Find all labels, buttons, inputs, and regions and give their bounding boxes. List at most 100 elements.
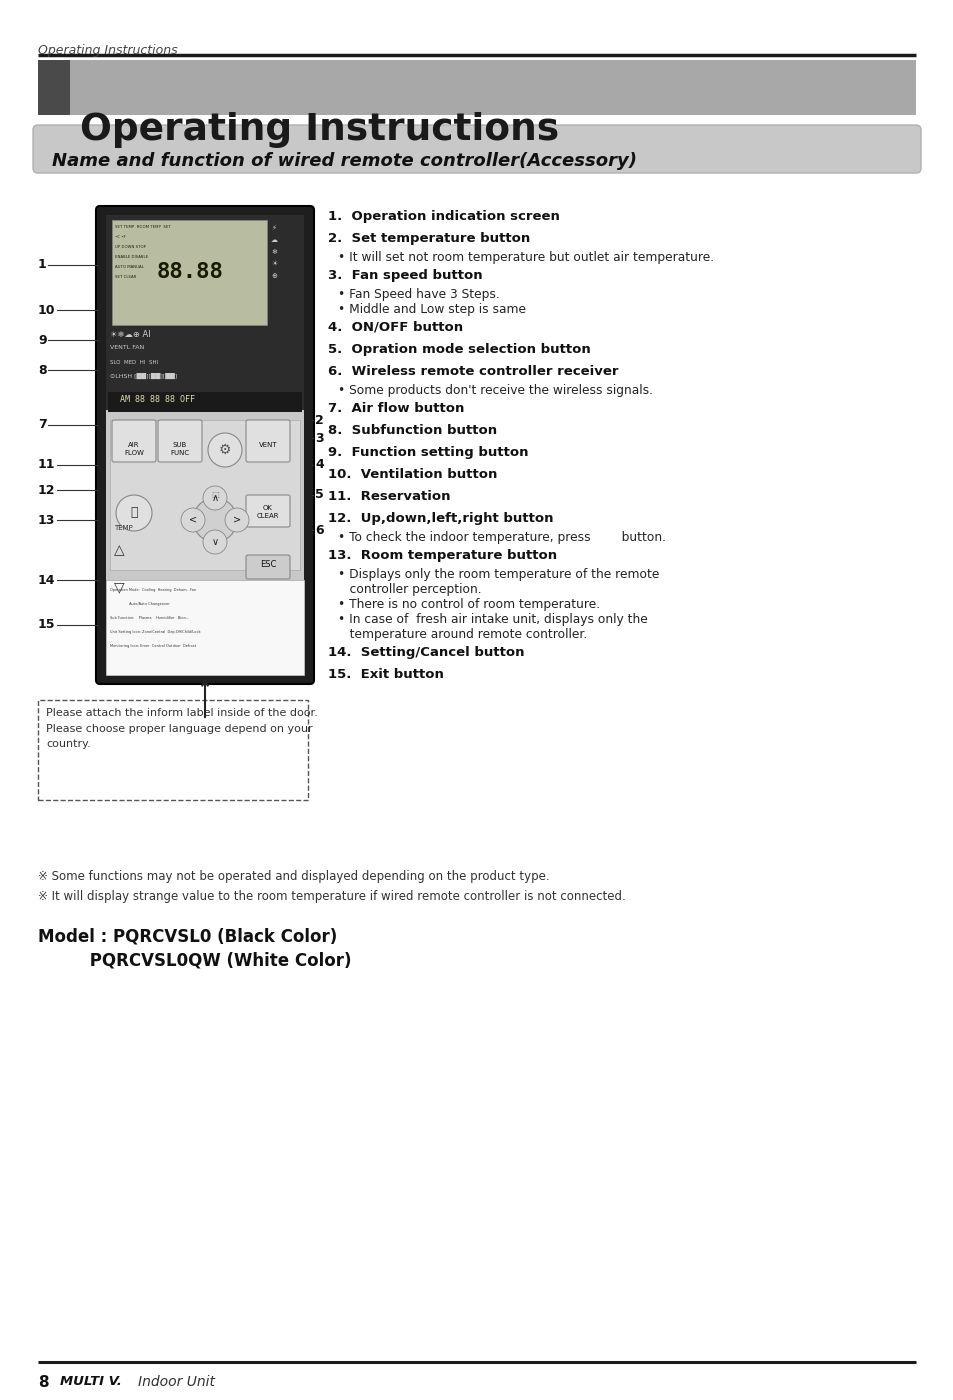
Text: AM 88 88 88 OFF: AM 88 88 88 OFF (120, 395, 194, 405)
Text: ∧: ∧ (212, 493, 218, 503)
Text: 14.  Setting/Cancel button: 14. Setting/Cancel button (328, 645, 524, 659)
Text: ∨: ∨ (212, 538, 218, 547)
Text: TEMP: TEMP (113, 525, 132, 531)
Text: 5: 5 (314, 489, 323, 501)
Text: SLO  MED  HI  SHI: SLO MED HI SHI (110, 360, 158, 365)
Text: 13: 13 (38, 514, 55, 526)
Text: 7: 7 (38, 419, 47, 431)
Text: Unit Setting Icon: Zone/Central  Dep.Off/Child/Lock: Unit Setting Icon: Zone/Central Dep.Off/… (110, 630, 200, 634)
Text: Monitoring Icon: Emer  Control Outdoor  Defrost: Monitoring Icon: Emer Control Outdoor De… (110, 644, 196, 648)
Text: ⏰: ⏰ (131, 507, 137, 519)
Text: 10: 10 (38, 304, 55, 316)
Text: 15.  Exit button: 15. Exit button (328, 668, 443, 680)
Text: temperature around remote controller.: temperature around remote controller. (337, 629, 587, 641)
Text: 2.  Set temperature button: 2. Set temperature button (328, 232, 530, 245)
Text: SET TEMP  ROOM TEMP  SET: SET TEMP ROOM TEMP SET (115, 225, 171, 230)
FancyBboxPatch shape (33, 125, 920, 174)
Text: 3.  Fan speed button: 3. Fan speed button (328, 269, 482, 281)
Text: ❄: ❄ (271, 249, 276, 255)
Text: 9.  Function setting button: 9. Function setting button (328, 447, 528, 459)
Text: 11.  Reservation: 11. Reservation (328, 490, 450, 503)
Text: 6.  Wireless remote controller receiver: 6. Wireless remote controller receiver (328, 365, 618, 378)
Text: SUB
FUNC: SUB FUNC (171, 442, 190, 456)
Text: ⚙: ⚙ (218, 442, 231, 456)
Text: 13.  Room temperature button: 13. Room temperature button (328, 549, 557, 561)
Circle shape (193, 498, 236, 542)
Text: Operating Instructions: Operating Instructions (38, 43, 177, 57)
FancyBboxPatch shape (158, 420, 202, 462)
FancyBboxPatch shape (112, 420, 156, 462)
FancyBboxPatch shape (246, 554, 290, 580)
Circle shape (208, 433, 242, 468)
Bar (38, 60, 70, 115)
Text: • To check the indoor temperature, press        button.: • To check the indoor temperature, press… (337, 531, 665, 545)
Circle shape (181, 508, 205, 532)
Text: ▽: ▽ (113, 580, 125, 594)
Text: AIR
FLOW: AIR FLOW (124, 442, 144, 456)
Text: 12.  Up,down,left,right button: 12. Up,down,left,right button (328, 512, 553, 525)
Text: 15: 15 (38, 619, 55, 631)
Text: VENTL FAN: VENTL FAN (110, 344, 144, 350)
Circle shape (116, 496, 152, 531)
Text: 6: 6 (314, 524, 323, 536)
Text: △: △ (113, 543, 125, 557)
Text: Auto/Auto Changeover: Auto/Auto Changeover (110, 602, 170, 606)
Text: 11: 11 (38, 459, 55, 472)
Text: 9: 9 (38, 333, 47, 347)
Text: Model : PQRCVSL0 (Black Color): Model : PQRCVSL0 (Black Color) (38, 928, 337, 946)
Text: 3: 3 (314, 431, 323, 445)
Text: 1.  Operation indication screen: 1. Operation indication screen (328, 210, 559, 223)
Text: MULTI V.: MULTI V. (60, 1375, 122, 1387)
Text: • There is no control of room temperature.: • There is no control of room temperatur… (337, 598, 599, 610)
Circle shape (203, 486, 227, 510)
Text: • Some products don't receive the wireless signals.: • Some products don't receive the wirele… (337, 384, 652, 398)
Text: Name and function of wired remote controller(Accessory): Name and function of wired remote contro… (52, 153, 637, 169)
Text: ☀: ☀ (271, 260, 277, 267)
Bar (108, 392, 302, 412)
FancyBboxPatch shape (246, 496, 290, 526)
Bar (106, 410, 304, 580)
Text: 14: 14 (38, 574, 55, 587)
Text: ⬚: ⬚ (211, 490, 218, 498)
Text: 5.  Opration mode selection button: 5. Opration mode selection button (328, 343, 590, 356)
Text: Operation Mode:  Cooling  Heating  Dehum.  Fan: Operation Mode: Cooling Heating Dehum. F… (110, 588, 195, 592)
Text: • Fan Speed have 3 Steps.: • Fan Speed have 3 Steps. (337, 288, 499, 301)
Text: 8: 8 (38, 1375, 49, 1390)
Bar (106, 580, 304, 675)
Text: •C •F: •C •F (115, 235, 126, 239)
Text: ESC: ESC (259, 560, 276, 568)
Text: • In case of  fresh air intake unit, displays only the: • In case of fresh air intake unit, disp… (337, 613, 647, 626)
Text: ※ It will display strange value to the room temperature if wired remote controll: ※ It will display strange value to the r… (38, 890, 625, 903)
Text: • Middle and Low step is same: • Middle and Low step is same (337, 302, 525, 316)
Circle shape (225, 508, 249, 532)
Text: ⊙LHSH [██][██][██]: ⊙LHSH [██][██][██] (110, 372, 177, 379)
Text: Please attach the inform label inside of the door.
Please choose proper language: Please attach the inform label inside of… (46, 708, 317, 749)
Bar (106, 216, 304, 410)
Text: • Displays only the room temperature of the remote: • Displays only the room temperature of … (337, 568, 659, 581)
Text: 4.  ON/OFF button: 4. ON/OFF button (328, 321, 462, 335)
Circle shape (203, 531, 227, 554)
Text: controller perception.: controller perception. (337, 582, 481, 596)
Text: Operating Instructions: Operating Instructions (80, 112, 558, 148)
Text: OK
CLEAR: OK CLEAR (256, 505, 279, 519)
Text: Indoor Unit: Indoor Unit (138, 1375, 214, 1389)
Text: AUTO MANUAL: AUTO MANUAL (115, 265, 144, 269)
Text: • It will set not room temperature but outlet air temperature.: • It will set not room temperature but o… (337, 251, 714, 265)
Text: 10.  Ventilation button: 10. Ventilation button (328, 468, 497, 482)
Text: UP DOWN STOP: UP DOWN STOP (115, 245, 146, 249)
Text: VENT: VENT (258, 442, 277, 448)
Text: 7.  Air flow button: 7. Air flow button (328, 402, 464, 414)
FancyBboxPatch shape (246, 420, 290, 462)
FancyBboxPatch shape (96, 206, 314, 685)
Text: PQRCVSL0QW (White Color): PQRCVSL0QW (White Color) (38, 952, 351, 970)
Text: ⊕: ⊕ (271, 273, 276, 279)
Text: SET CLEAR: SET CLEAR (115, 274, 136, 279)
Bar (38, 700, 308, 799)
Text: 4: 4 (314, 459, 323, 472)
Text: 8.  Subfunction button: 8. Subfunction button (328, 424, 497, 437)
Text: 12: 12 (38, 483, 55, 497)
Text: ☀❄☁⊕ AI: ☀❄☁⊕ AI (110, 330, 151, 339)
Text: 2: 2 (314, 413, 323, 427)
Text: ENABLE DISABLE: ENABLE DISABLE (115, 255, 148, 259)
Bar (110, 420, 299, 570)
